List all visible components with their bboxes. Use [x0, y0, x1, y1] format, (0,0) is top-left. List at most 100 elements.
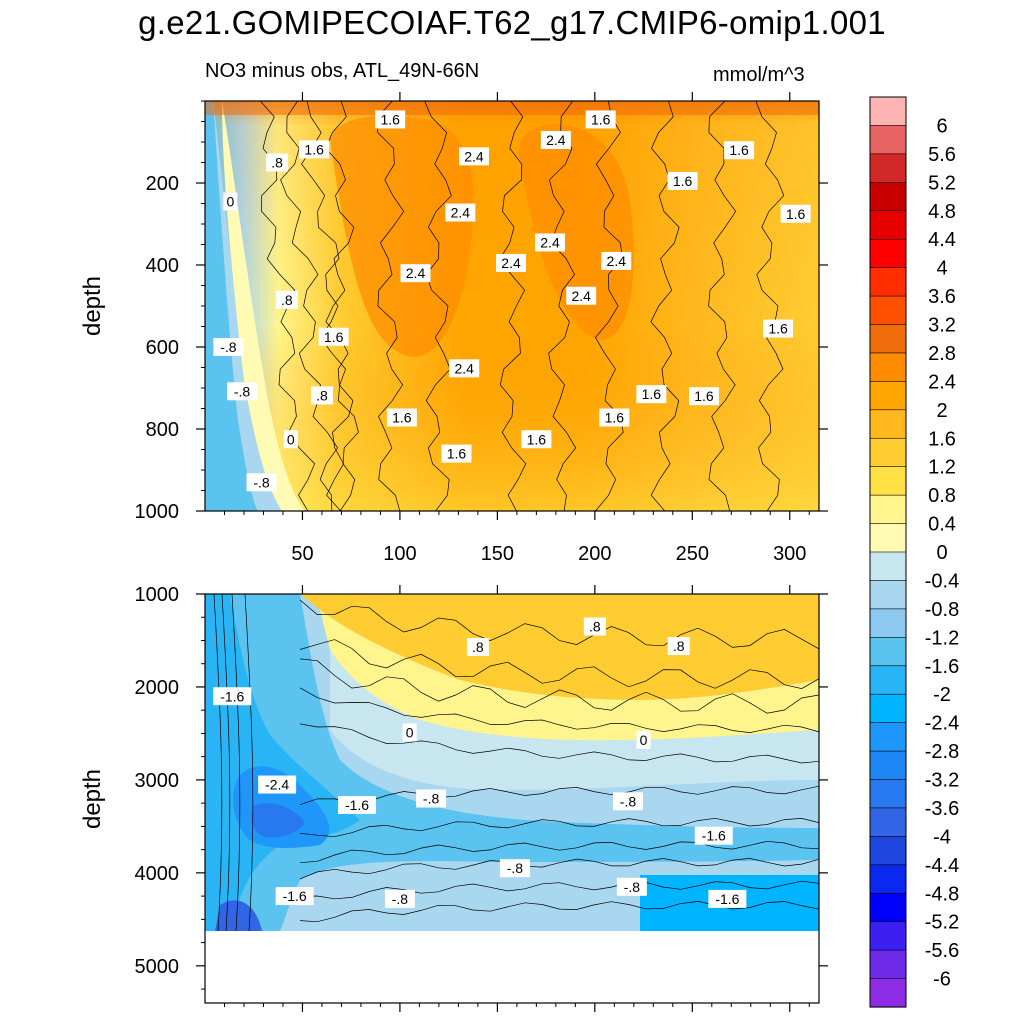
colorbar-swatch — [869, 125, 907, 155]
colorbar-label: 6 — [936, 115, 947, 137]
contour-line — [213, 594, 223, 931]
lower-contour-lines — [213, 594, 819, 931]
contour-line — [299, 599, 819, 650]
contour-line — [299, 658, 819, 714]
colorbar-swatch — [869, 324, 907, 354]
colorbar-swatch — [869, 153, 907, 183]
contour-label: 1.6 — [324, 329, 344, 345]
contour-label: -1.6 — [220, 688, 244, 704]
x-tick-label: 50 — [291, 543, 313, 565]
y-tick-label: 200 — [146, 173, 179, 195]
colorbar-label: 5.6 — [928, 144, 956, 166]
contour-label-bg — [275, 290, 298, 309]
contour-label: 1.6 — [768, 321, 788, 337]
contour-label-bg — [601, 251, 632, 270]
y-tick-label: 2000 — [135, 677, 180, 699]
y-tick-label: 600 — [146, 337, 179, 359]
contour-label-bg — [338, 796, 377, 815]
contour-label-bg — [535, 233, 566, 252]
contour-line — [299, 817, 819, 838]
colorbar-swatch — [869, 608, 907, 638]
colorbar-label: -3.2 — [925, 770, 959, 792]
contour-label: 1.6 — [392, 410, 412, 426]
colorbar-swatch — [869, 892, 907, 923]
colorbar-label: -5.2 — [925, 912, 959, 934]
contour-label: -.8 — [620, 793, 637, 809]
colorbar-swatch — [869, 210, 907, 240]
colorbar: 6 5.6 5.2 4.8 4.4 4 3.6 3.2 2.8 2.4 2 1.6 1.2 0.8 0.4 0… — [869, 96, 959, 1008]
colorbar-swatch — [869, 352, 907, 382]
upper-y-ticks: 200 400 600 800 1000 — [135, 100, 828, 523]
upper-panel: 1.6 1.62.41.6 2.4 1.6.81.602.4 1.62.42.42.4 2… — [79, 92, 828, 565]
x-tick-label: 250 — [676, 543, 709, 565]
contour-label: .8 — [472, 639, 484, 655]
contour-label: 2.4 — [455, 360, 475, 376]
y-tick-label: 400 — [146, 255, 179, 277]
colorbar-swatch — [869, 779, 907, 809]
contour-line — [299, 785, 819, 806]
contour-label-bg — [384, 889, 415, 908]
lower-frame — [204, 593, 820, 1004]
upper-surface-band — [205, 101, 819, 115]
lower-y-axis-label: depth — [79, 769, 106, 829]
colorbar-label: -4 — [933, 826, 951, 848]
colorbar-label: 4 — [936, 258, 947, 280]
contour-label: 2.4 — [571, 288, 591, 304]
contour-line — [299, 639, 819, 689]
lower-zero-band — [330, 650, 819, 790]
contour-label: 0 — [287, 431, 295, 447]
lower-missing-region — [205, 931, 819, 1003]
colorbar-label: 2 — [936, 400, 947, 422]
contour-label: -.8 — [220, 339, 237, 355]
contour-label: 2.4 — [464, 148, 484, 164]
contour-label-bg — [780, 204, 811, 223]
colorbar-label: -0.4 — [925, 570, 959, 592]
contour-label-bg — [213, 338, 244, 356]
contour-line — [244, 594, 254, 931]
contour-label-bg — [521, 430, 552, 449]
upper-contour-lines — [260, 101, 785, 511]
contour-label-bg — [445, 203, 476, 222]
contour-label: 1.6 — [380, 111, 400, 127]
contour-line — [301, 101, 359, 511]
contour-label: .8 — [673, 638, 685, 654]
colorbar-label: -3.6 — [925, 798, 959, 820]
contour-label: -.8 — [507, 860, 524, 876]
contour-label-bg — [213, 687, 252, 706]
colorbar-label: -1.6 — [925, 656, 959, 678]
contour-label-bg — [466, 637, 489, 656]
colorbar-swatch — [869, 96, 907, 127]
colorbar-swatch — [869, 437, 907, 468]
colorbar-label: -0.8 — [925, 599, 959, 621]
lower-positive-region — [300, 594, 819, 700]
contour-line — [424, 101, 452, 511]
contour-label: 1.6 — [304, 141, 324, 157]
colorbar-swatch — [869, 750, 907, 781]
contour-line — [548, 101, 577, 511]
contour-label: 1.6 — [605, 410, 625, 426]
colorbar-label: -6 — [933, 969, 951, 991]
upper-field-depth-shading — [205, 101, 819, 511]
contour-label-bg — [449, 359, 480, 378]
contour-label-bg — [667, 171, 698, 190]
lower-y-ticks: 1000 2000 3000 4000 5000 — [135, 584, 828, 990]
contour-label-bg — [227, 382, 258, 401]
upper-x-ticks: 50 100 150 200 250 300 — [223, 92, 810, 565]
contour-label-bg — [540, 130, 571, 149]
colorbar-swatch — [869, 580, 907, 610]
contour-label-bg — [266, 153, 289, 172]
contour-label-bg — [416, 789, 447, 808]
contour-label: 1.6 — [447, 446, 467, 462]
colorbar-label: 0.8 — [928, 485, 956, 507]
colorbar-swatch — [869, 182, 907, 212]
contour-label-bg — [499, 859, 530, 878]
contour-label: -1.6 — [715, 891, 739, 907]
colorbar-swatch — [869, 978, 907, 1008]
contour-label: 1.6 — [591, 111, 611, 127]
contour-label: -1.6 — [345, 797, 369, 813]
colorbar-label: 2.4 — [928, 371, 956, 393]
contour-label-bg — [318, 327, 349, 346]
contour-line — [708, 101, 737, 511]
colorbar-swatch — [869, 807, 907, 837]
colorbar-swatch — [869, 523, 907, 553]
